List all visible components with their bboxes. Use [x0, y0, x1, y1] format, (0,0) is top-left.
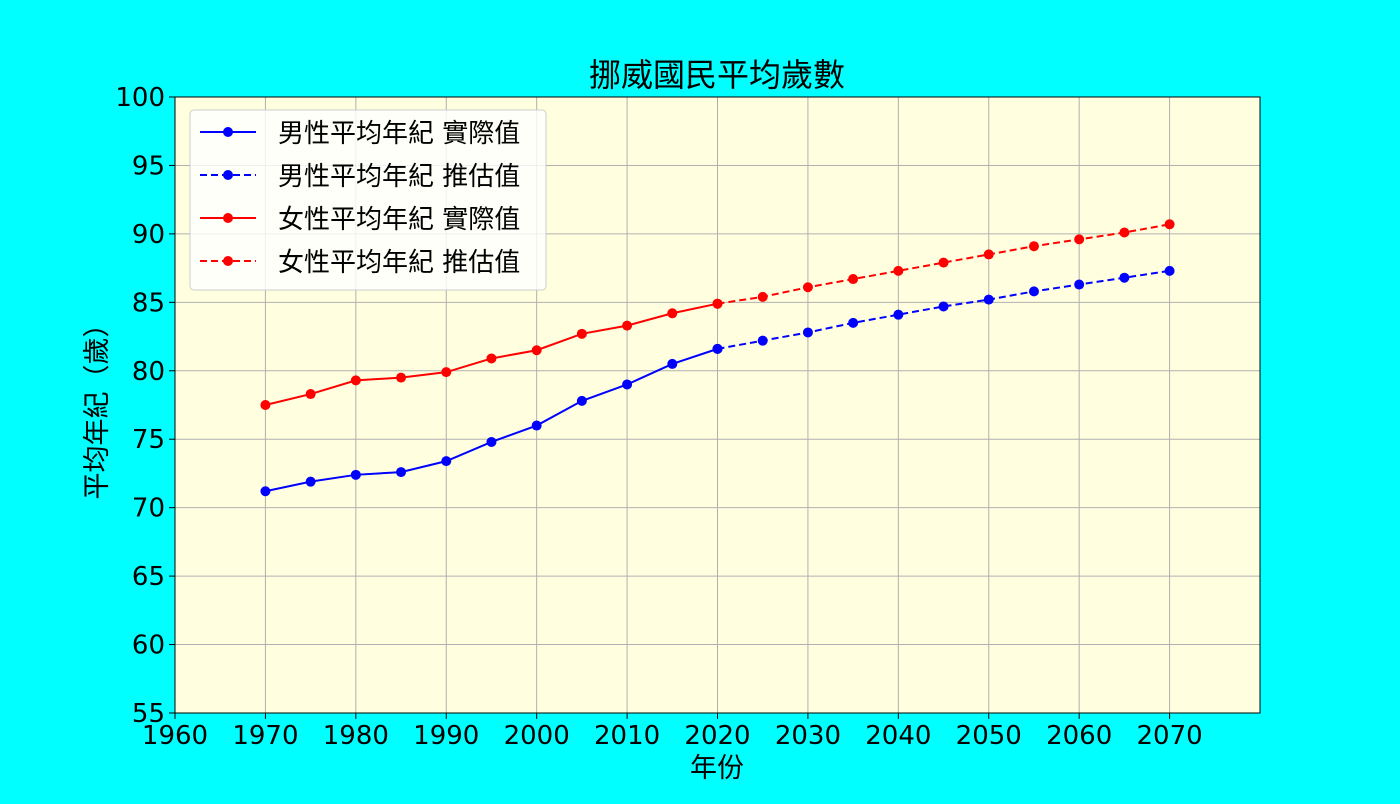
- data-point: [848, 317, 859, 328]
- data-point: [938, 257, 949, 268]
- y-tick-label: 60: [132, 631, 165, 661]
- x-tick-label: 2030: [775, 721, 841, 751]
- y-tick-label: 65: [132, 562, 165, 592]
- data-point: [983, 249, 994, 260]
- data-point: [260, 400, 271, 410]
- data-point: [576, 395, 587, 406]
- data-point: [893, 309, 904, 320]
- legend-label-3: 女性平均年紀 推估值: [278, 248, 520, 278]
- data-point: [622, 320, 633, 331]
- x-axis-label: 年份: [690, 753, 744, 784]
- data-point: [893, 265, 904, 276]
- data-point: [305, 476, 316, 487]
- legend-label-0: 男性平均年紀 實際值: [278, 119, 520, 149]
- y-tick-label: 95: [132, 151, 165, 181]
- series-layer: [260, 219, 1175, 497]
- data-point: [802, 282, 813, 293]
- data-point: [848, 274, 859, 285]
- data-point: [396, 467, 407, 478]
- chart-title: 挪威國民平均歲數: [589, 56, 845, 94]
- legend-label-1: 男性平均年紀 推估值: [278, 162, 520, 192]
- data-point: [983, 294, 994, 305]
- data-point: [1119, 227, 1130, 238]
- data-point: [1074, 279, 1085, 290]
- data-point: [396, 372, 407, 383]
- data-point: [350, 469, 361, 480]
- data-point: [1028, 286, 1039, 297]
- x-tick-label: 2010: [594, 721, 660, 751]
- data-point: [260, 486, 271, 497]
- data-point: [350, 375, 361, 386]
- x-tick-label: 2070: [1136, 721, 1202, 751]
- x-tick-label: 2020: [684, 721, 750, 751]
- data-point: [531, 420, 542, 431]
- data-point: [576, 328, 587, 339]
- data-point: [305, 389, 316, 400]
- x-tick-label: 2060: [1046, 721, 1112, 751]
- data-point: [1119, 272, 1130, 283]
- legend-label-2: 女性平均年紀 實際值: [278, 205, 520, 235]
- data-point: [712, 343, 723, 354]
- legend-marker-3: [223, 256, 233, 266]
- y-tick-label: 80: [132, 357, 165, 387]
- x-tick-label: 1980: [323, 721, 389, 751]
- y-tick-label: 70: [132, 494, 165, 524]
- legend-box: [189, 109, 547, 291]
- data-point: [938, 301, 949, 312]
- data-point: [712, 298, 723, 309]
- data-point: [802, 327, 813, 338]
- data-point: [531, 345, 542, 356]
- legend-marker-0: [223, 127, 233, 137]
- data-point: [486, 436, 497, 447]
- data-point: [667, 358, 678, 369]
- y-tick-label: 100: [115, 83, 165, 113]
- y-tick-label: 90: [132, 220, 165, 250]
- x-tick-label: 1970: [232, 721, 298, 751]
- y-tick-label: 75: [132, 425, 165, 455]
- x-tick-label: 1960: [142, 721, 208, 751]
- data-point: [757, 291, 768, 302]
- x-tick-label: 1990: [413, 721, 479, 751]
- data-point: [1074, 234, 1085, 245]
- x-tick-label: 2050: [956, 721, 1022, 751]
- data-point: [757, 335, 768, 346]
- x-tick-label: 2040: [865, 721, 931, 751]
- data-point: [667, 308, 678, 319]
- data-point: [1164, 219, 1175, 230]
- y-axis-label: 平均年紀（歲）: [82, 311, 113, 500]
- data-point: [441, 367, 452, 378]
- y-tick-label: 85: [132, 288, 165, 318]
- legend-marker-2: [223, 213, 233, 223]
- tick-layer: 1960 1970 1980 1990 2000 2010 2020 2030 2040 2050…: [115, 83, 1202, 751]
- legend-marker-1: [223, 170, 233, 180]
- y-tick-label: 55: [132, 699, 165, 729]
- data-point: [622, 379, 633, 390]
- data-point: [1164, 265, 1175, 276]
- data-point: [441, 456, 452, 467]
- x-tick-label: 2000: [504, 721, 570, 751]
- data-point: [1028, 241, 1039, 252]
- data-point: [486, 353, 497, 364]
